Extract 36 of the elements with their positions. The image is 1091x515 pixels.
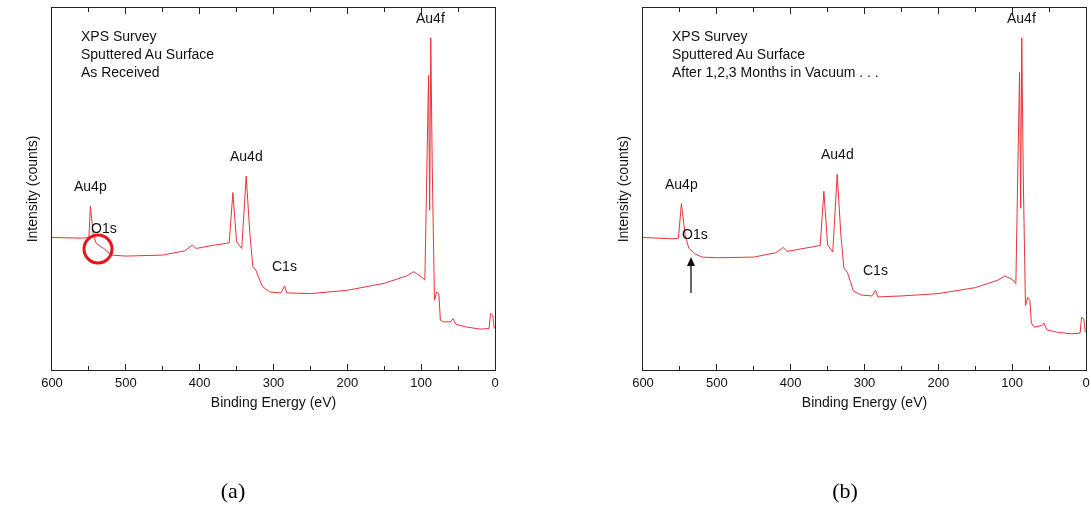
x-tick-label: 600 — [632, 374, 654, 390]
annotation: After 1,2,3 Months in Vacuum . . . — [672, 64, 879, 81]
annotation: XPS Survey — [81, 28, 157, 44]
annotation: Sputtered Au Surface — [672, 46, 806, 63]
y-axis-title: Intensity (counts) — [23, 135, 40, 243]
annotation: Au4d — [821, 146, 854, 162]
annotation: C1s — [272, 258, 297, 274]
x-tick-label: 100 — [1001, 374, 1024, 390]
x-tick-label: 400 — [779, 374, 802, 390]
x-tick-label: 200 — [336, 374, 359, 390]
annotation: Sputtered Au Surface — [81, 46, 215, 63]
x-tick-label: 400 — [188, 374, 211, 390]
x-tick-label: 100 — [410, 374, 433, 390]
x-tick-label: 600 — [41, 374, 63, 390]
annotation: O1s — [91, 220, 117, 236]
x-tick-label: 500 — [114, 374, 137, 390]
x-tick-label: 300 — [262, 374, 285, 390]
x-tick-label: 0 — [491, 374, 499, 390]
annotation: Au4p — [665, 176, 698, 192]
annotation: Au4f — [1007, 10, 1036, 26]
annotation: C1s — [863, 262, 888, 278]
annotation: As Received — [81, 64, 160, 81]
annotation: Au4p — [74, 178, 107, 194]
annotation: Au4d — [230, 148, 263, 164]
x-axis-title: Binding Energy (eV) — [210, 393, 337, 410]
annotation: Au4f — [416, 10, 445, 26]
x-axis-title: Binding Energy (eV) — [801, 393, 928, 410]
text: (a) — [220, 478, 246, 504]
x-tick-label: 0 — [1082, 374, 1090, 390]
text: (b) — [832, 478, 858, 504]
x-tick-label: 300 — [853, 374, 876, 390]
annotation: XPS Survey — [672, 28, 748, 44]
annotation: O1s — [682, 226, 708, 242]
y-axis-title: Intensity (counts) — [614, 135, 631, 243]
x-tick-label: 500 — [705, 374, 728, 390]
x-tick-label: 200 — [927, 374, 950, 390]
